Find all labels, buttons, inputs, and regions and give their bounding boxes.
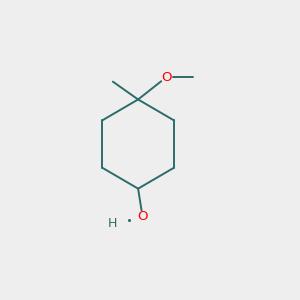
Text: O: O <box>137 210 148 224</box>
Text: H: H <box>108 217 118 230</box>
Text: O: O <box>161 71 172 84</box>
